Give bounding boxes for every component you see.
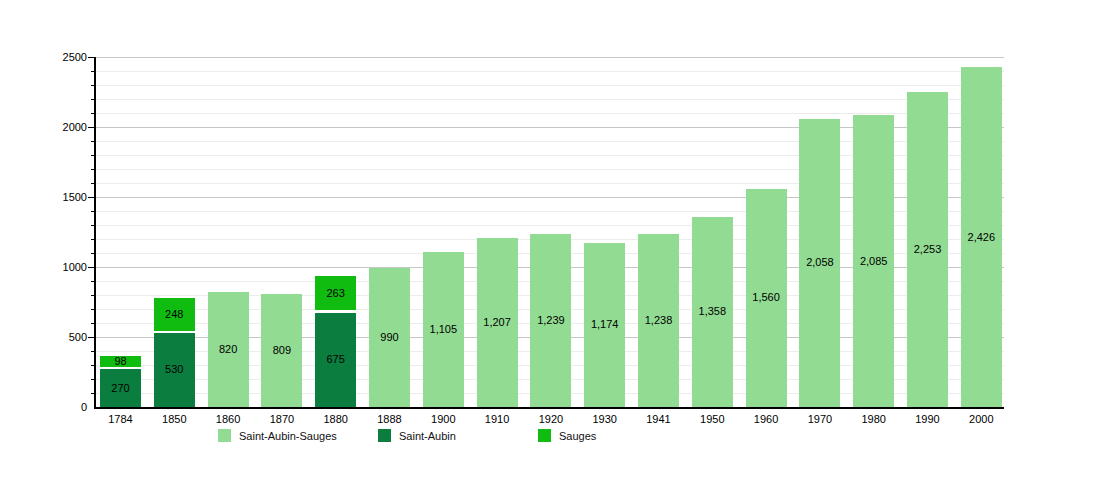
x-axis-label: 1910 <box>467 413 528 426</box>
x-axis-label: 1920 <box>520 413 581 426</box>
bar-segment-divider <box>315 311 356 313</box>
bar-value-label: 248 <box>154 308 195 321</box>
x-axis-label: 1970 <box>789 413 850 426</box>
gridline-major <box>96 57 1004 58</box>
bar-value-label: 2,085 <box>853 255 894 268</box>
legend-label: Saint-Aubin <box>399 430 456 443</box>
bar-value-label: 270 <box>100 382 141 395</box>
bar-value-label: 1,174 <box>584 318 625 331</box>
bar-value-label: 263 <box>315 287 356 300</box>
x-axis-label: 1870 <box>251 413 312 426</box>
bar-value-label: 1,238 <box>638 314 679 327</box>
y-axis-tick-label: 2000 <box>47 121 87 133</box>
x-axis-label: 1960 <box>736 413 797 426</box>
bar-value-label: 2,253 <box>907 243 948 256</box>
y-axis-tick-label: 1000 <box>47 261 87 273</box>
y-axis-tick-label: 1500 <box>47 191 87 203</box>
bar-value-label: 1,358 <box>692 305 733 318</box>
y-axis-tick-label: 500 <box>47 331 87 343</box>
x-axis-label: 1880 <box>305 413 366 426</box>
bar-segment-divider <box>154 331 195 333</box>
x-axis-label: 2000 <box>951 413 1012 426</box>
legend-label: Sauges <box>559 430 596 443</box>
bar-value-label: 1,560 <box>746 291 787 304</box>
bar-value-label: 1,207 <box>477 316 518 329</box>
x-axis-label: 1888 <box>359 413 420 426</box>
gridline-minor <box>96 85 1004 86</box>
bar-value-label: 1,239 <box>530 314 571 327</box>
x-axis-label: 1860 <box>198 413 259 426</box>
x-axis-label: 1784 <box>90 413 151 426</box>
population-bar-chart: 0 500 1000 1500 2000 2500 270 98 1784 530 248 1850 8… <box>0 0 1100 500</box>
x-axis-label: 1950 <box>682 413 743 426</box>
gridline-minor <box>96 113 1004 114</box>
legend-swatch-icon <box>378 429 391 442</box>
bar-value-label: 2,426 <box>961 231 1002 244</box>
y-axis-tick-label: 0 <box>47 401 87 413</box>
x-axis-line <box>94 407 1004 409</box>
legend-swatch-icon <box>538 429 551 442</box>
bar-value-label: 98 <box>100 355 141 368</box>
legend-swatch-icon <box>218 429 231 442</box>
x-axis-label: 1850 <box>144 413 205 426</box>
bar-value-label: 820 <box>208 343 249 356</box>
bar-value-label: 675 <box>315 353 356 366</box>
x-axis-label: 1941 <box>628 413 689 426</box>
gridline-minor <box>96 71 1004 72</box>
legend-label: Saint-Aubin-Sauges <box>239 430 337 443</box>
bar-value-label: 2,058 <box>799 256 840 269</box>
x-axis-label: 1930 <box>574 413 635 426</box>
bar-value-label: 809 <box>261 344 302 357</box>
x-axis-label: 1980 <box>843 413 904 426</box>
bar-value-label: 1,105 <box>423 323 464 336</box>
y-axis-line <box>94 57 96 409</box>
gridline-minor <box>96 99 1004 100</box>
x-axis-label: 1900 <box>413 413 474 426</box>
y-axis-tick-label: 2500 <box>47 51 87 63</box>
bar-value-label: 530 <box>154 363 195 376</box>
x-axis-label: 1990 <box>897 413 958 426</box>
bar-value-label: 990 <box>369 331 410 344</box>
